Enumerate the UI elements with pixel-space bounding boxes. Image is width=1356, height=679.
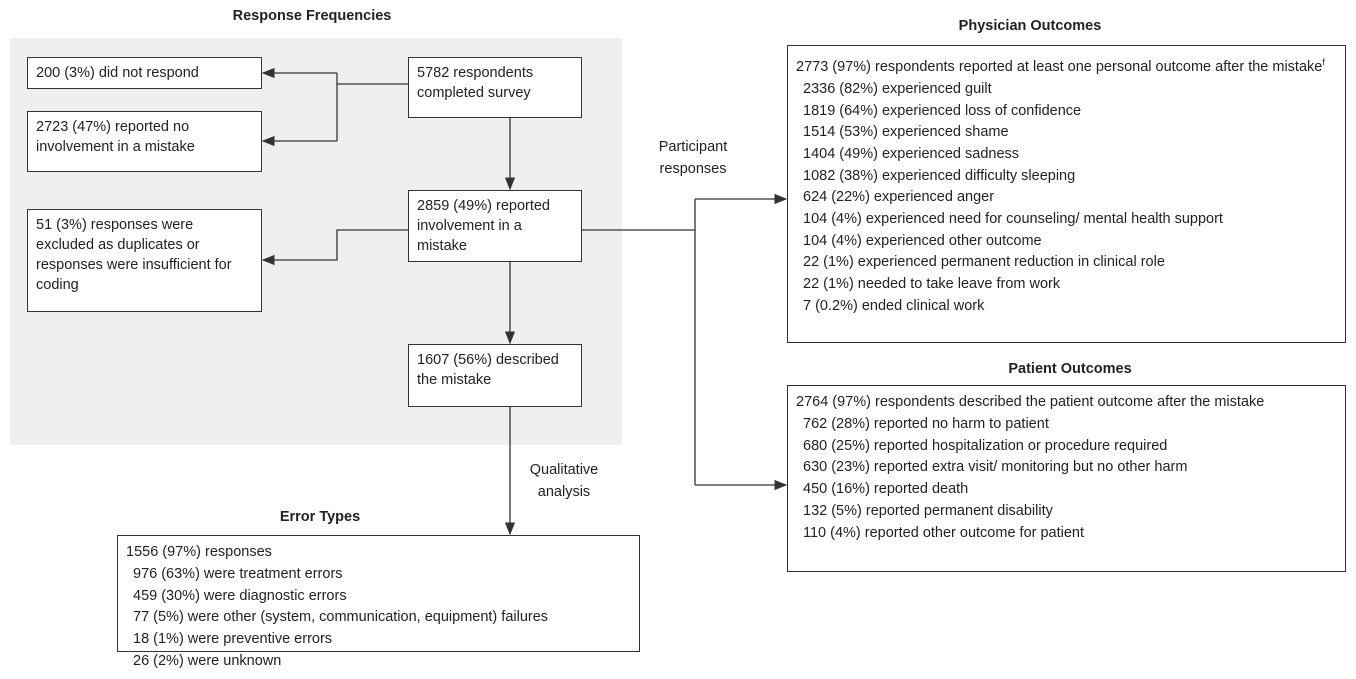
- flow-node: 1607 (56%) described the mistake: [408, 344, 582, 407]
- list-item: 1082 (38%) experienced difficulty sleepi…: [803, 167, 1076, 184]
- list-item: 624 (22%) experienced anger: [803, 189, 995, 206]
- flow-node: 2723 (47%) reported no involvement in a …: [27, 111, 262, 172]
- summary-text: 2764 (97%) respondents described the pat…: [796, 394, 1265, 410]
- outcome-box: 2764 (97%) respondents described the pat…: [787, 385, 1346, 572]
- outcome-box: 2773 (97%) respondents reported at least…: [787, 45, 1346, 343]
- list-item: 22 (1%) needed to take leave from work: [803, 276, 1061, 293]
- section-title: Response Frequencies: [232, 8, 392, 24]
- list-item: 1404 (49%) experienced sadness: [803, 145, 1020, 162]
- list-item: 132 (5%) reported permanent disability: [803, 502, 1053, 519]
- list-item: 104 (4%) experienced need for counseling…: [803, 211, 1223, 228]
- list-item: 976 (63%) were treatment errors: [133, 566, 343, 582]
- edge-label: Participant responses: [658, 139, 728, 177]
- section-title: Error Types: [279, 509, 361, 525]
- list-item: 7 (0.2%) ended clinical work: [803, 297, 985, 314]
- summary-text: 2773 (97%) respondents reported at least…: [796, 57, 1325, 75]
- outcome-box: 1556 (97%) responses 976 (63%) were treat…: [117, 535, 640, 669]
- list-item: 450 (16%) reported death: [803, 481, 969, 498]
- section-title: Physician Outcomes: [958, 18, 1102, 34]
- list-item: 1819 (64%) experienced loss of confidenc…: [803, 102, 1082, 119]
- summary-text: 1556 (97%) responses: [126, 544, 272, 560]
- list-item: 630 (23%) reported extra visit/ monitori…: [803, 459, 1188, 476]
- list-item: 2336 (82%) experienced guilt: [803, 80, 992, 97]
- list-item: 77 (5%) were other (system, communicatio…: [133, 609, 549, 626]
- list-item: 18 (1%) were preventive errors: [133, 631, 333, 648]
- flow-node: 51 (3%) responses were excluded as dupli…: [27, 209, 262, 312]
- flow-node: 5782 respondents completed survey: [408, 57, 582, 118]
- list-item: 459 (30%) were diagnostic errors: [133, 587, 347, 604]
- list-item: 104 (4%) experienced other outcome: [803, 232, 1042, 249]
- list-item: 1514 (53%) experienced shame: [803, 124, 1009, 141]
- arrow: [261, 229, 408, 266]
- list-item: 110 (4%) reported other outcome for pati…: [803, 524, 1085, 541]
- footnote-mark: f: [1322, 57, 1325, 67]
- flow-node: 200 (3%) did not respond: [27, 57, 262, 89]
- list-item: 762 (28%) reported no harm to patient: [803, 416, 1049, 432]
- list-item: 680 (25%) reported hospitalization or pr…: [803, 437, 1168, 454]
- edge-label: Qualitative analysis: [529, 462, 599, 500]
- list-item: 26 (2%) were unknown: [133, 652, 282, 669]
- section-title: Patient Outcomes: [1008, 361, 1132, 377]
- flow-node: 2859 (49%) reported involvement in a mis…: [408, 190, 582, 262]
- list-item: 22 (1%) experienced permanent reduction …: [803, 254, 1165, 271]
